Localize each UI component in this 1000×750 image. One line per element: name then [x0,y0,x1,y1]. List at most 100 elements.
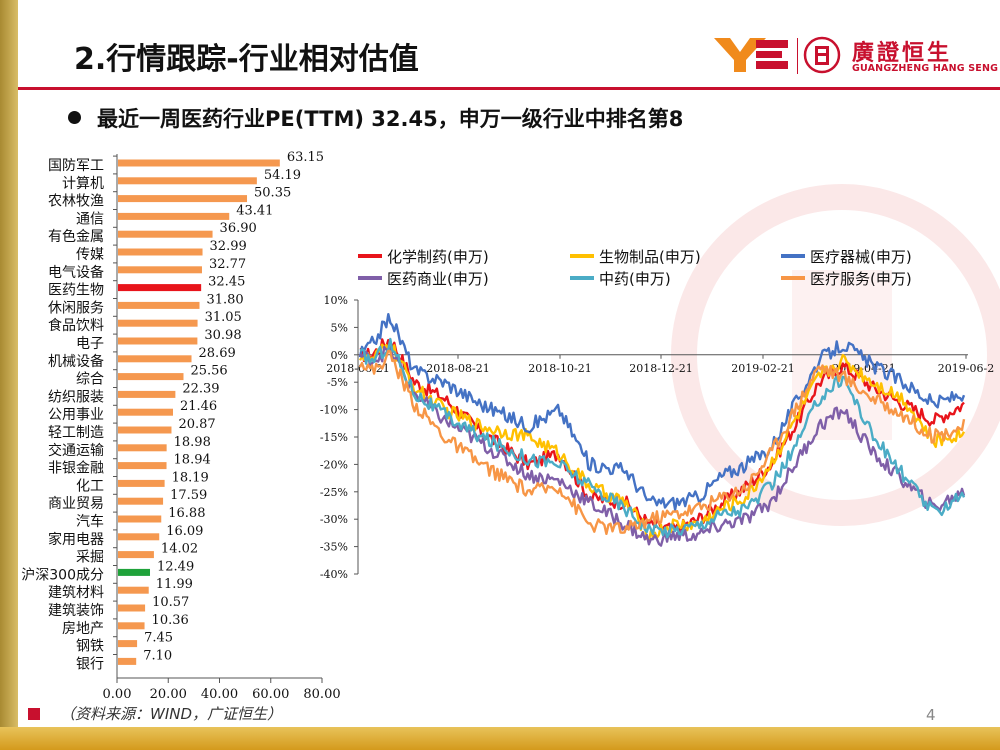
slide-title: 2.行情跟踪-行业相对估值 [74,42,419,77]
bar-category-label: 钢铁 [76,639,104,655]
bar-category-label: 汽车 [76,513,104,530]
bar [118,444,167,452]
bar [118,195,248,203]
legend-label: 医疗器械(申万) [810,248,912,266]
bar [118,319,198,327]
bar-value-label: 10.36 [152,613,189,628]
bar-value-label: 50.35 [254,186,291,201]
bar-value-label: 43.41 [236,203,273,218]
bar-value-label: 25.56 [190,364,227,379]
bar-category-label: 交通运输 [48,442,104,459]
bar-value-label: 54.19 [264,168,301,183]
legend-label: 医药商业(申万) [387,270,489,288]
bar-category-label: 食品饮料 [48,317,104,334]
industry-pe-bar-chart: 国防军工 63.15 计算机 54.19 农林牧渔 50.35 通信 43.41 有色金属 36.… [21,150,340,702]
bar [118,337,198,345]
bar-category-label: 计算机 [62,176,104,192]
bar-category-label: 房地产 [62,621,104,637]
headline-bullet: 最近一周医药行业PE(TTM) 32.45，申万一级行业中排名第8 [97,107,684,131]
bar-category-label: 电气设备 [48,264,104,281]
bar-category-label: 银行 [76,656,104,672]
bar-value-label: 21.46 [180,399,217,414]
logo-english-name: GUANGZHENG HANG SENG [852,63,999,74]
y-tick-label: -15% [320,431,348,444]
bar-category-label: 轻工制造 [48,425,104,441]
y-tick-label: -30% [320,513,348,526]
bar-category-label: 电子 [76,336,104,352]
x-tick-label: 2018-06-21 [326,362,389,375]
series-line [359,341,966,547]
bar-value-label: 10.57 [152,595,189,610]
bar-category-label: 非银金融 [48,461,104,477]
bottom-accent-bar [0,727,1000,750]
bar-value-label: 18.19 [172,470,209,485]
bar [118,640,138,648]
bar-value-label: 12.49 [157,559,194,574]
legend-label: 化学制药(申万) [387,248,489,266]
legend-label: 医疗服务(申万) [810,270,912,288]
bar-value-label: 63.15 [287,150,324,165]
bar [118,159,280,167]
bullet-dot [68,111,81,124]
bar [118,248,203,256]
bar [118,266,202,274]
x-tick-label: 2019-06-2 [938,362,994,375]
bar-category-label: 综合 [76,372,104,388]
bar [118,479,165,487]
bar-category-label: 传媒 [76,247,104,263]
ye-logo-icon [714,38,788,72]
bar-category-label: 机械设备 [48,353,104,370]
y-tick-label: -10% [320,404,348,417]
bar-category-label: 纺织服装 [48,389,104,405]
bar-category-label: 沪深300成分 [21,567,104,583]
series-line [359,337,966,539]
bar-value-label: 18.94 [174,453,211,468]
x-tick-label: 2018-08-21 [426,362,489,375]
bar [118,462,167,470]
bar-value-label: 7.45 [144,631,173,646]
bar-value-label: 32.99 [210,239,247,254]
bar [118,551,154,559]
bar [118,568,151,576]
source-note: （资料来源：WIND，广证恒生） [60,705,283,723]
bar-category-label: 建筑装饰 [48,603,104,619]
bar [118,497,164,505]
bar-category-label: 家用电器 [48,531,104,548]
bar [118,177,257,185]
y-tick-label: -25% [320,486,348,499]
legend-label: 中药(申万) [599,270,671,288]
bar-x-tick-label: 0.00 [103,687,132,702]
bar-category-label: 通信 [76,211,104,227]
y-tick-label: 0% [331,349,348,362]
bar [118,604,146,612]
y-tick-label: 5% [331,321,348,334]
bar-value-label: 18.98 [174,435,211,450]
bar-value-label: 17.59 [170,488,207,503]
bar [118,390,176,398]
y-tick-label: -20% [320,458,348,471]
bar [118,301,200,309]
bar-category-label: 医药生物 [48,283,104,299]
bar-value-label: 32.77 [209,257,246,272]
bar-x-tick-label: 60.00 [252,687,289,702]
bar-value-label: 14.02 [161,542,198,557]
x-tick-label: 2018-12-21 [629,362,692,375]
logo-chinese-name: 廣證恒生 [852,41,953,66]
title-underline [18,87,1000,90]
bar-category-label: 化工 [76,478,104,494]
bar-value-label: 20.87 [178,417,215,432]
page-number: 4 [926,706,936,724]
bar-value-label: 22.39 [182,381,219,396]
bar-value-label: 31.05 [205,310,242,325]
y-tick-label: -35% [320,541,348,554]
bar-category-label: 农林牧渔 [48,194,104,210]
bar-value-label: 16.09 [166,524,203,539]
bar-value-label: 11.99 [156,577,193,592]
bar-category-label: 有色金属 [48,228,104,245]
bar-x-tick-label: 80.00 [303,687,340,702]
bar [118,533,160,541]
bar-value-label: 32.45 [208,275,245,290]
bar-value-label: 16.88 [168,506,205,521]
bar [118,212,230,220]
bar [118,515,162,523]
